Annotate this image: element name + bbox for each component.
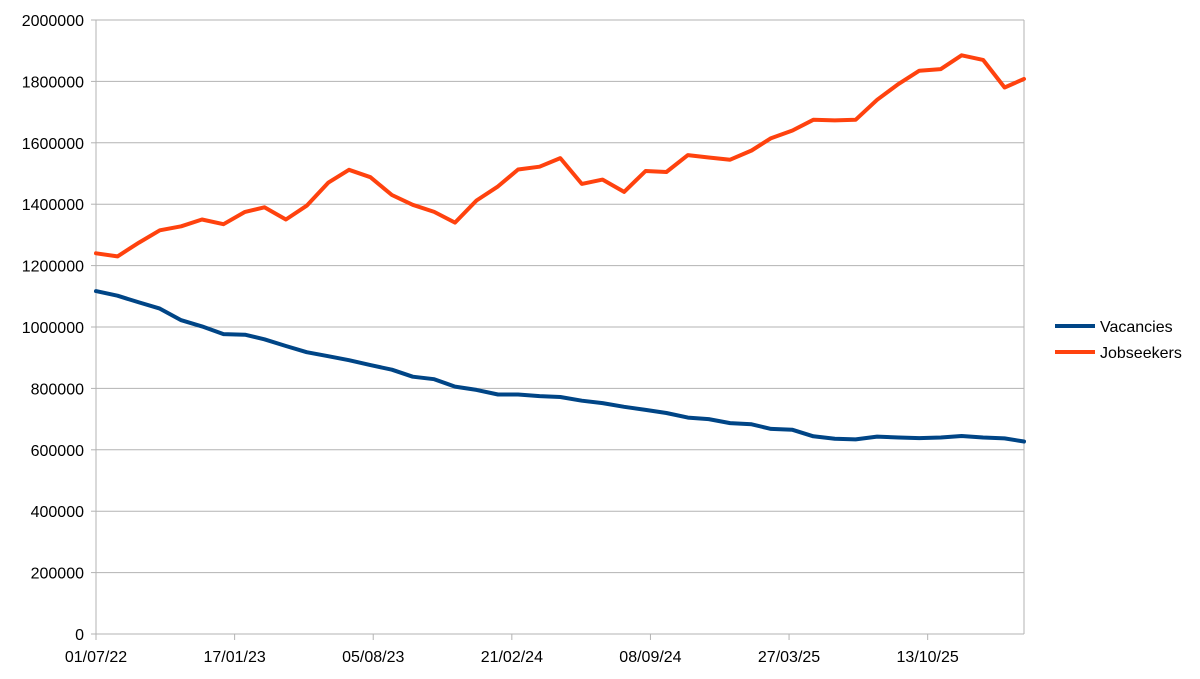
y-tick-labels: 0 200000 400000 600000 800000 1000000 1200000 1… (22, 13, 84, 644)
grid-lines (91, 19, 1025, 640)
y-tick-label: 1400000 (22, 197, 84, 214)
y-tick-label: 1200000 (22, 259, 84, 276)
y-tick-label: 200000 (31, 566, 84, 583)
x-tick-label: 08/09/24 (619, 649, 681, 666)
x-tick-label: 01/07/22 (65, 649, 127, 666)
x-tick-label: 27/03/25 (758, 649, 820, 666)
x-tick-label: 13/10/25 (897, 649, 959, 666)
x-tick-label: 21/02/24 (481, 649, 543, 666)
y-tick-label: 1800000 (22, 74, 84, 91)
y-tick-label: 1600000 (22, 136, 84, 153)
y-tick-label: 2000000 (22, 13, 84, 30)
series-line-jobseekers (94, 53, 1026, 259)
y-tick-label: 600000 (31, 443, 84, 460)
legend-entry-jobseekers: Jobseekers (1055, 345, 1182, 362)
legend-label-jobseekers: Jobseekers (1100, 345, 1182, 362)
series-line-vacancies (94, 289, 1026, 444)
y-tick-label: 1000000 (22, 320, 84, 337)
x-tick-label: 05/08/23 (342, 649, 404, 666)
legend: Vacancies Jobseekers (1055, 319, 1182, 362)
x-tick-labels: 01/07/22 17/01/23 05/08/23 21/02/24 08/09/24… (65, 649, 959, 666)
y-tick-label: 800000 (31, 381, 84, 398)
legend-entry-vacancies: Vacancies (1055, 319, 1173, 336)
axes (95, 20, 1024, 635)
x-tick-label: 17/01/23 (203, 649, 265, 666)
y-tick-label: 400000 (31, 504, 84, 521)
series-lines (94, 53, 1026, 444)
y-tick-label: 0 (75, 627, 84, 644)
legend-label-vacancies: Vacancies (1100, 319, 1173, 336)
